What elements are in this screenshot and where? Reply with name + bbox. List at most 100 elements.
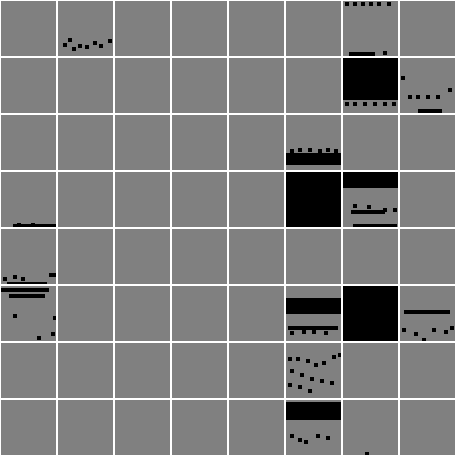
pixel-dot [361,2,365,6]
grid-tile[interactable] [229,343,284,398]
pixel-bar [1,288,49,292]
pixel-block [286,402,341,420]
grid-tile[interactable] [1,58,56,113]
grid-tile[interactable] [286,286,341,341]
pixel-dot [436,95,440,99]
grid-tile[interactable] [1,400,56,455]
grid-tile[interactable] [343,58,398,113]
pixel-dot [298,385,302,389]
grid-tile[interactable] [229,58,284,113]
grid-tile[interactable] [229,172,284,227]
pixel-dot [330,381,334,385]
pixel-block [286,298,341,314]
pixel-dot [377,2,381,6]
pixel-dot [53,273,56,277]
grid-tile[interactable] [1,1,56,56]
pixel-dot [353,2,357,6]
grid-tile[interactable] [1,172,56,227]
grid-tile[interactable] [1,343,56,398]
pixel-dot [85,45,89,49]
grid-tile[interactable] [172,58,227,113]
pixel-dot [13,314,17,318]
pixel-dot [338,353,341,357]
pixel-dot [345,102,349,106]
grid-tile[interactable] [229,1,284,56]
pixel-dot [402,328,406,332]
pixel-dot [316,434,320,438]
pixel-dot [353,204,357,208]
pixel-dot [298,148,302,152]
grid-tile[interactable] [58,1,113,56]
grid-tile[interactable] [400,172,455,227]
grid-tile[interactable] [343,172,398,227]
grid-tile[interactable] [400,229,455,284]
grid-tile[interactable] [343,286,398,341]
grid-tile[interactable] [229,400,284,455]
grid-tile[interactable] [172,286,227,341]
pixel-bar [288,326,338,330]
grid-tile[interactable] [58,172,113,227]
pixel-dot [365,452,369,455]
grid-tile[interactable] [286,172,341,227]
grid-tile[interactable] [343,400,398,455]
grid-tile[interactable] [115,286,170,341]
grid-tile[interactable] [172,343,227,398]
grid-tile[interactable] [400,286,455,341]
grid-tile[interactable] [58,343,113,398]
grid-tile[interactable] [115,400,170,455]
grid-tile[interactable] [286,400,341,455]
pixel-dot [322,361,326,365]
grid-tile[interactable] [286,1,341,56]
pixel-dot [326,436,330,440]
grid-tile[interactable] [115,229,170,284]
grid-tile[interactable] [400,58,455,113]
grid-tile[interactable] [58,115,113,170]
grid-tile[interactable] [115,343,170,398]
pixel-dot [383,51,387,55]
grid-tile[interactable] [1,286,56,341]
grid-tile[interactable] [229,286,284,341]
grid-tile[interactable] [115,115,170,170]
grid-tile[interactable] [58,229,113,284]
grid-tile[interactable] [172,172,227,227]
grid-tile[interactable] [286,115,341,170]
pixel-dot [318,149,322,153]
grid-tile[interactable] [1,115,56,170]
pixel-dot [108,39,112,43]
grid-tile[interactable] [115,172,170,227]
pixel-block [286,172,341,227]
pixel-dot [387,2,391,6]
grid-tile[interactable] [58,286,113,341]
pixel-dot [401,76,405,80]
grid-tile[interactable] [172,115,227,170]
grid-tile[interactable] [343,343,398,398]
grid-tile[interactable] [286,58,341,113]
grid-tile[interactable] [343,115,398,170]
grid-tile[interactable] [1,229,56,284]
grid-tile[interactable] [58,58,113,113]
grid-tile[interactable] [286,229,341,284]
pixel-dot [432,328,436,332]
grid-tile[interactable] [400,400,455,455]
grid-tile[interactable] [400,115,455,170]
pixel-dot [308,389,312,393]
grid-tile[interactable] [115,1,170,56]
grid-tile[interactable] [172,1,227,56]
pixel-bar [353,224,397,227]
pixel-dot [444,330,448,334]
grid-tile[interactable] [172,229,227,284]
grid-tile[interactable] [286,343,341,398]
grid-tile[interactable] [400,1,455,56]
grid-tile[interactable] [343,229,398,284]
pixel-block [286,153,341,165]
grid-tile[interactable] [229,115,284,170]
pixel-dot [314,363,318,367]
pixel-dot [31,223,35,227]
grid-tile[interactable] [343,1,398,56]
grid-tile[interactable] [58,400,113,455]
pixel-dot [72,47,76,51]
grid-tile[interactable] [172,400,227,455]
grid-tile[interactable] [400,343,455,398]
grid-tile[interactable] [115,58,170,113]
grid-tile[interactable] [229,229,284,284]
